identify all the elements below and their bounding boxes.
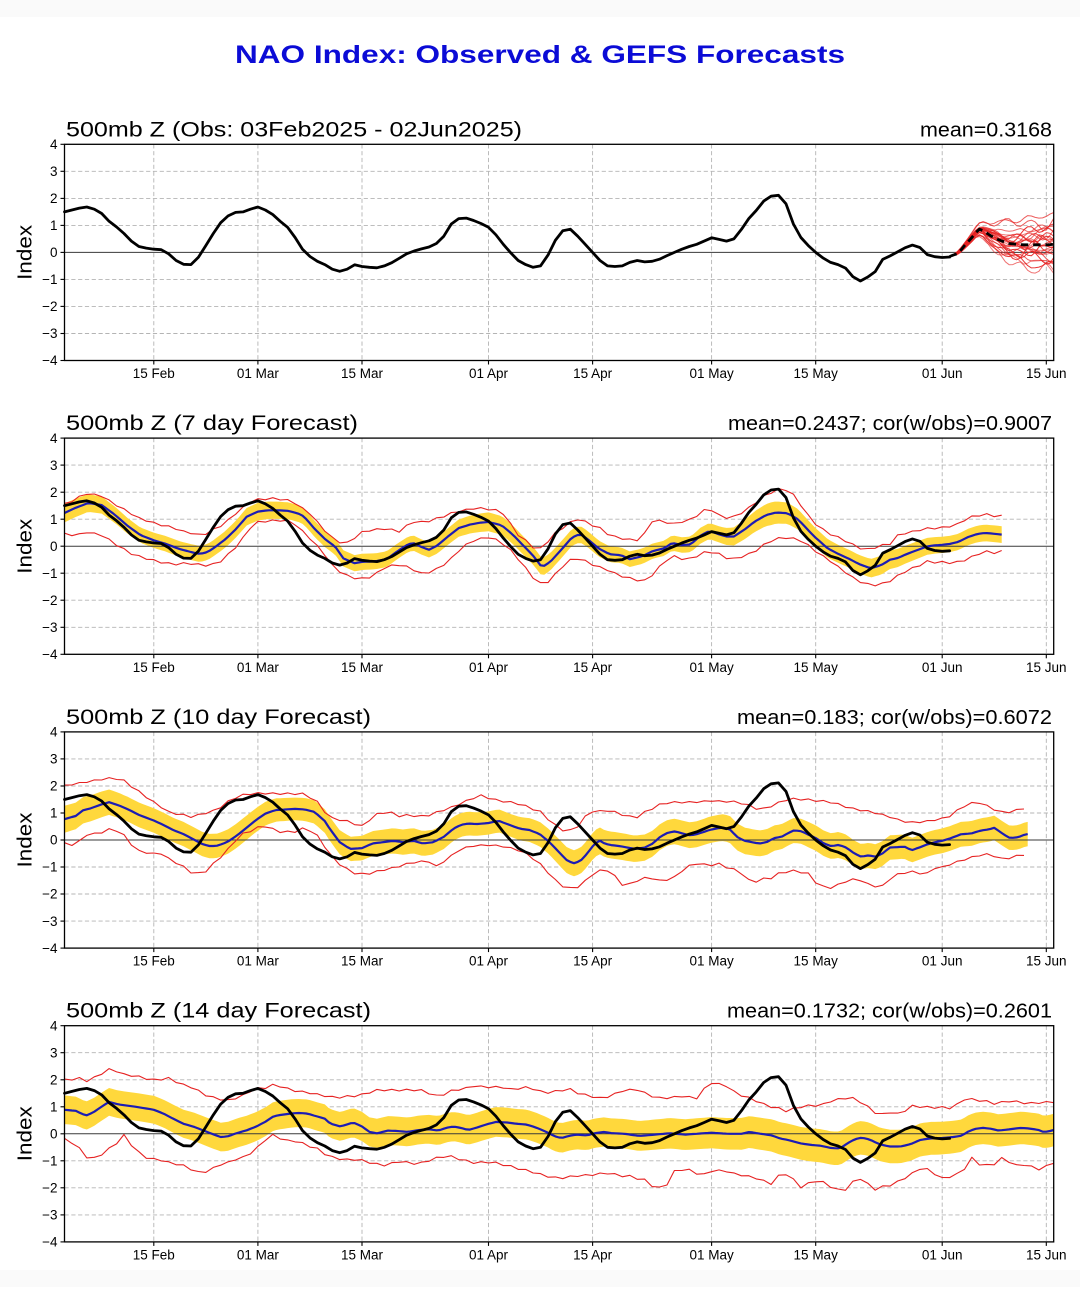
svg-text:−1: −1 [42,272,57,287]
svg-text:4: 4 [50,137,58,152]
svg-text:1: 1 [50,512,58,527]
svg-text:01 Apr: 01 Apr [469,954,509,969]
svg-text:500mb Z (14 day Forecast): 500mb Z (14 day Forecast) [66,1000,371,1023]
svg-text:−3: −3 [42,914,57,929]
svg-text:2: 2 [50,779,58,794]
svg-text:3: 3 [50,1045,58,1060]
svg-text:01 Mar: 01 Mar [237,1247,280,1262]
svg-text:01 Apr: 01 Apr [469,1247,509,1262]
svg-text:3: 3 [50,458,58,473]
svg-text:4: 4 [50,1018,58,1033]
svg-text:−4: −4 [42,941,58,956]
svg-text:−2: −2 [42,887,57,902]
svg-text:2: 2 [50,191,58,206]
svg-text:0: 0 [50,539,58,554]
svg-text:2: 2 [50,1073,58,1088]
svg-text:15 Feb: 15 Feb [133,660,175,675]
svg-text:−4: −4 [42,647,58,662]
svg-text:15 Apr: 15 Apr [573,954,613,969]
svg-text:01 Apr: 01 Apr [469,660,509,675]
svg-text:1: 1 [50,218,58,233]
svg-text:15 Jun: 15 Jun [1026,660,1067,675]
svg-text:3: 3 [50,752,58,767]
svg-text:01 Mar: 01 Mar [237,660,280,675]
svg-text:500mb Z (7 day Forecast): 500mb Z (7 day Forecast) [66,412,358,435]
svg-text:15 Jun: 15 Jun [1026,366,1067,381]
svg-text:3: 3 [50,164,58,179]
svg-text:4: 4 [50,431,58,446]
svg-text:1: 1 [50,806,58,821]
svg-text:15 Jun: 15 Jun [1026,1247,1067,1262]
svg-text:Index: Index [14,812,37,868]
svg-text:−1: −1 [42,566,57,581]
svg-text:Index: Index [14,1105,37,1161]
svg-text:Index: Index [14,518,37,574]
svg-text:−4: −4 [42,1235,58,1250]
svg-text:15 May: 15 May [794,1247,839,1262]
svg-text:01 May: 01 May [689,660,734,675]
svg-text:−1: −1 [42,860,57,875]
svg-text:15 May: 15 May [794,660,839,675]
svg-text:−3: −3 [42,1208,57,1223]
svg-text:15 Apr: 15 Apr [573,1247,613,1262]
svg-text:01 Jun: 01 Jun [922,1247,963,1262]
svg-text:0: 0 [50,833,58,848]
svg-text:15 Mar: 15 Mar [341,1247,384,1262]
svg-text:15 Apr: 15 Apr [573,366,613,381]
svg-text:−3: −3 [42,620,57,635]
svg-text:500mb Z (10 day Forecast): 500mb Z (10 day Forecast) [66,706,371,729]
svg-text:15 Feb: 15 Feb [133,954,175,969]
svg-text:15 May: 15 May [794,366,839,381]
svg-text:−2: −2 [42,593,57,608]
svg-text:01 Mar: 01 Mar [237,954,280,969]
svg-text:−1: −1 [42,1154,57,1169]
svg-text:01 Mar: 01 Mar [237,366,280,381]
svg-text:15 Mar: 15 Mar [341,366,384,381]
svg-text:4: 4 [50,725,58,740]
svg-text:15 May: 15 May [794,954,839,969]
svg-text:15 Apr: 15 Apr [573,660,613,675]
svg-text:500mb Z (Obs: 03Feb2025 - 02Ju: 500mb Z (Obs: 03Feb2025 - 02Jun2025) [66,118,522,141]
svg-text:01 May: 01 May [689,366,734,381]
svg-text:01 Jun: 01 Jun [922,954,963,969]
svg-text:0: 0 [50,245,58,260]
svg-text:15 Mar: 15 Mar [341,660,384,675]
svg-text:1: 1 [50,1100,58,1115]
svg-text:01 Jun: 01 Jun [922,366,963,381]
svg-text:−2: −2 [42,299,57,314]
svg-text:Index: Index [14,224,37,280]
svg-text:mean=0.2437; cor(w/obs)=0.9007: mean=0.2437; cor(w/obs)=0.9007 [728,413,1052,435]
svg-text:01 May: 01 May [689,954,734,969]
svg-text:mean=0.3168: mean=0.3168 [920,119,1052,141]
svg-text:mean=0.183; cor(w/obs)=0.6072: mean=0.183; cor(w/obs)=0.6072 [737,707,1052,729]
svg-text:15 Feb: 15 Feb [133,1247,175,1262]
svg-text:15 Feb: 15 Feb [133,366,175,381]
svg-text:2: 2 [50,485,58,500]
svg-text:mean=0.1732; cor(w/obs)=0.2601: mean=0.1732; cor(w/obs)=0.2601 [727,1001,1052,1023]
svg-text:15 Jun: 15 Jun [1026,954,1067,969]
svg-text:01 Jun: 01 Jun [922,660,963,675]
svg-text:15 Mar: 15 Mar [341,954,384,969]
svg-text:01 May: 01 May [689,1247,734,1262]
svg-text:−4: −4 [42,353,58,368]
svg-text:−2: −2 [42,1181,57,1196]
svg-text:NAO Index: Observed & GEFS For: NAO Index: Observed & GEFS Forecasts [235,41,845,69]
svg-text:−3: −3 [42,326,57,341]
svg-text:01 Apr: 01 Apr [469,366,509,381]
svg-text:0: 0 [50,1127,58,1142]
